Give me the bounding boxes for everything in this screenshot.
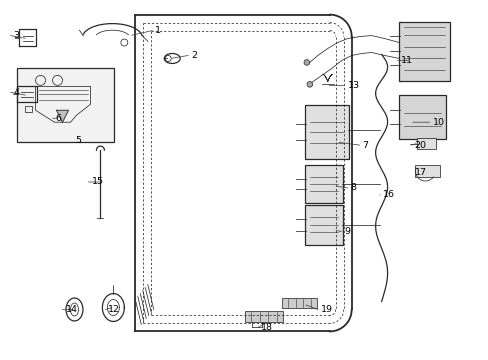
Polygon shape (57, 110, 68, 122)
Text: 14: 14 (65, 305, 78, 314)
Text: 10: 10 (431, 118, 444, 127)
Text: 12: 12 (108, 305, 120, 314)
FancyBboxPatch shape (398, 95, 446, 139)
Text: 13: 13 (347, 81, 359, 90)
Text: 6: 6 (56, 114, 61, 123)
Text: 9: 9 (344, 227, 350, 236)
Text: 7: 7 (362, 141, 368, 150)
FancyBboxPatch shape (304, 105, 348, 159)
Text: 15: 15 (91, 177, 103, 186)
Text: 11: 11 (400, 56, 412, 65)
FancyBboxPatch shape (304, 205, 342, 245)
FancyBboxPatch shape (304, 165, 342, 203)
Text: 1: 1 (155, 26, 161, 35)
Text: 8: 8 (350, 184, 356, 193)
FancyBboxPatch shape (416, 138, 436, 149)
FancyBboxPatch shape (414, 165, 440, 177)
Text: 5: 5 (75, 136, 81, 145)
Text: 18: 18 (261, 323, 272, 332)
Text: 17: 17 (414, 167, 426, 176)
Circle shape (306, 82, 312, 87)
FancyBboxPatch shape (244, 311, 283, 323)
Text: 3: 3 (14, 31, 20, 40)
FancyBboxPatch shape (281, 298, 316, 307)
Text: 20: 20 (414, 141, 426, 150)
Circle shape (304, 60, 309, 65)
Text: 2: 2 (191, 51, 197, 60)
Text: 19: 19 (320, 305, 332, 314)
FancyBboxPatch shape (398, 22, 449, 81)
FancyBboxPatch shape (17, 68, 114, 142)
Text: 16: 16 (382, 190, 394, 199)
Text: 4: 4 (14, 88, 20, 97)
